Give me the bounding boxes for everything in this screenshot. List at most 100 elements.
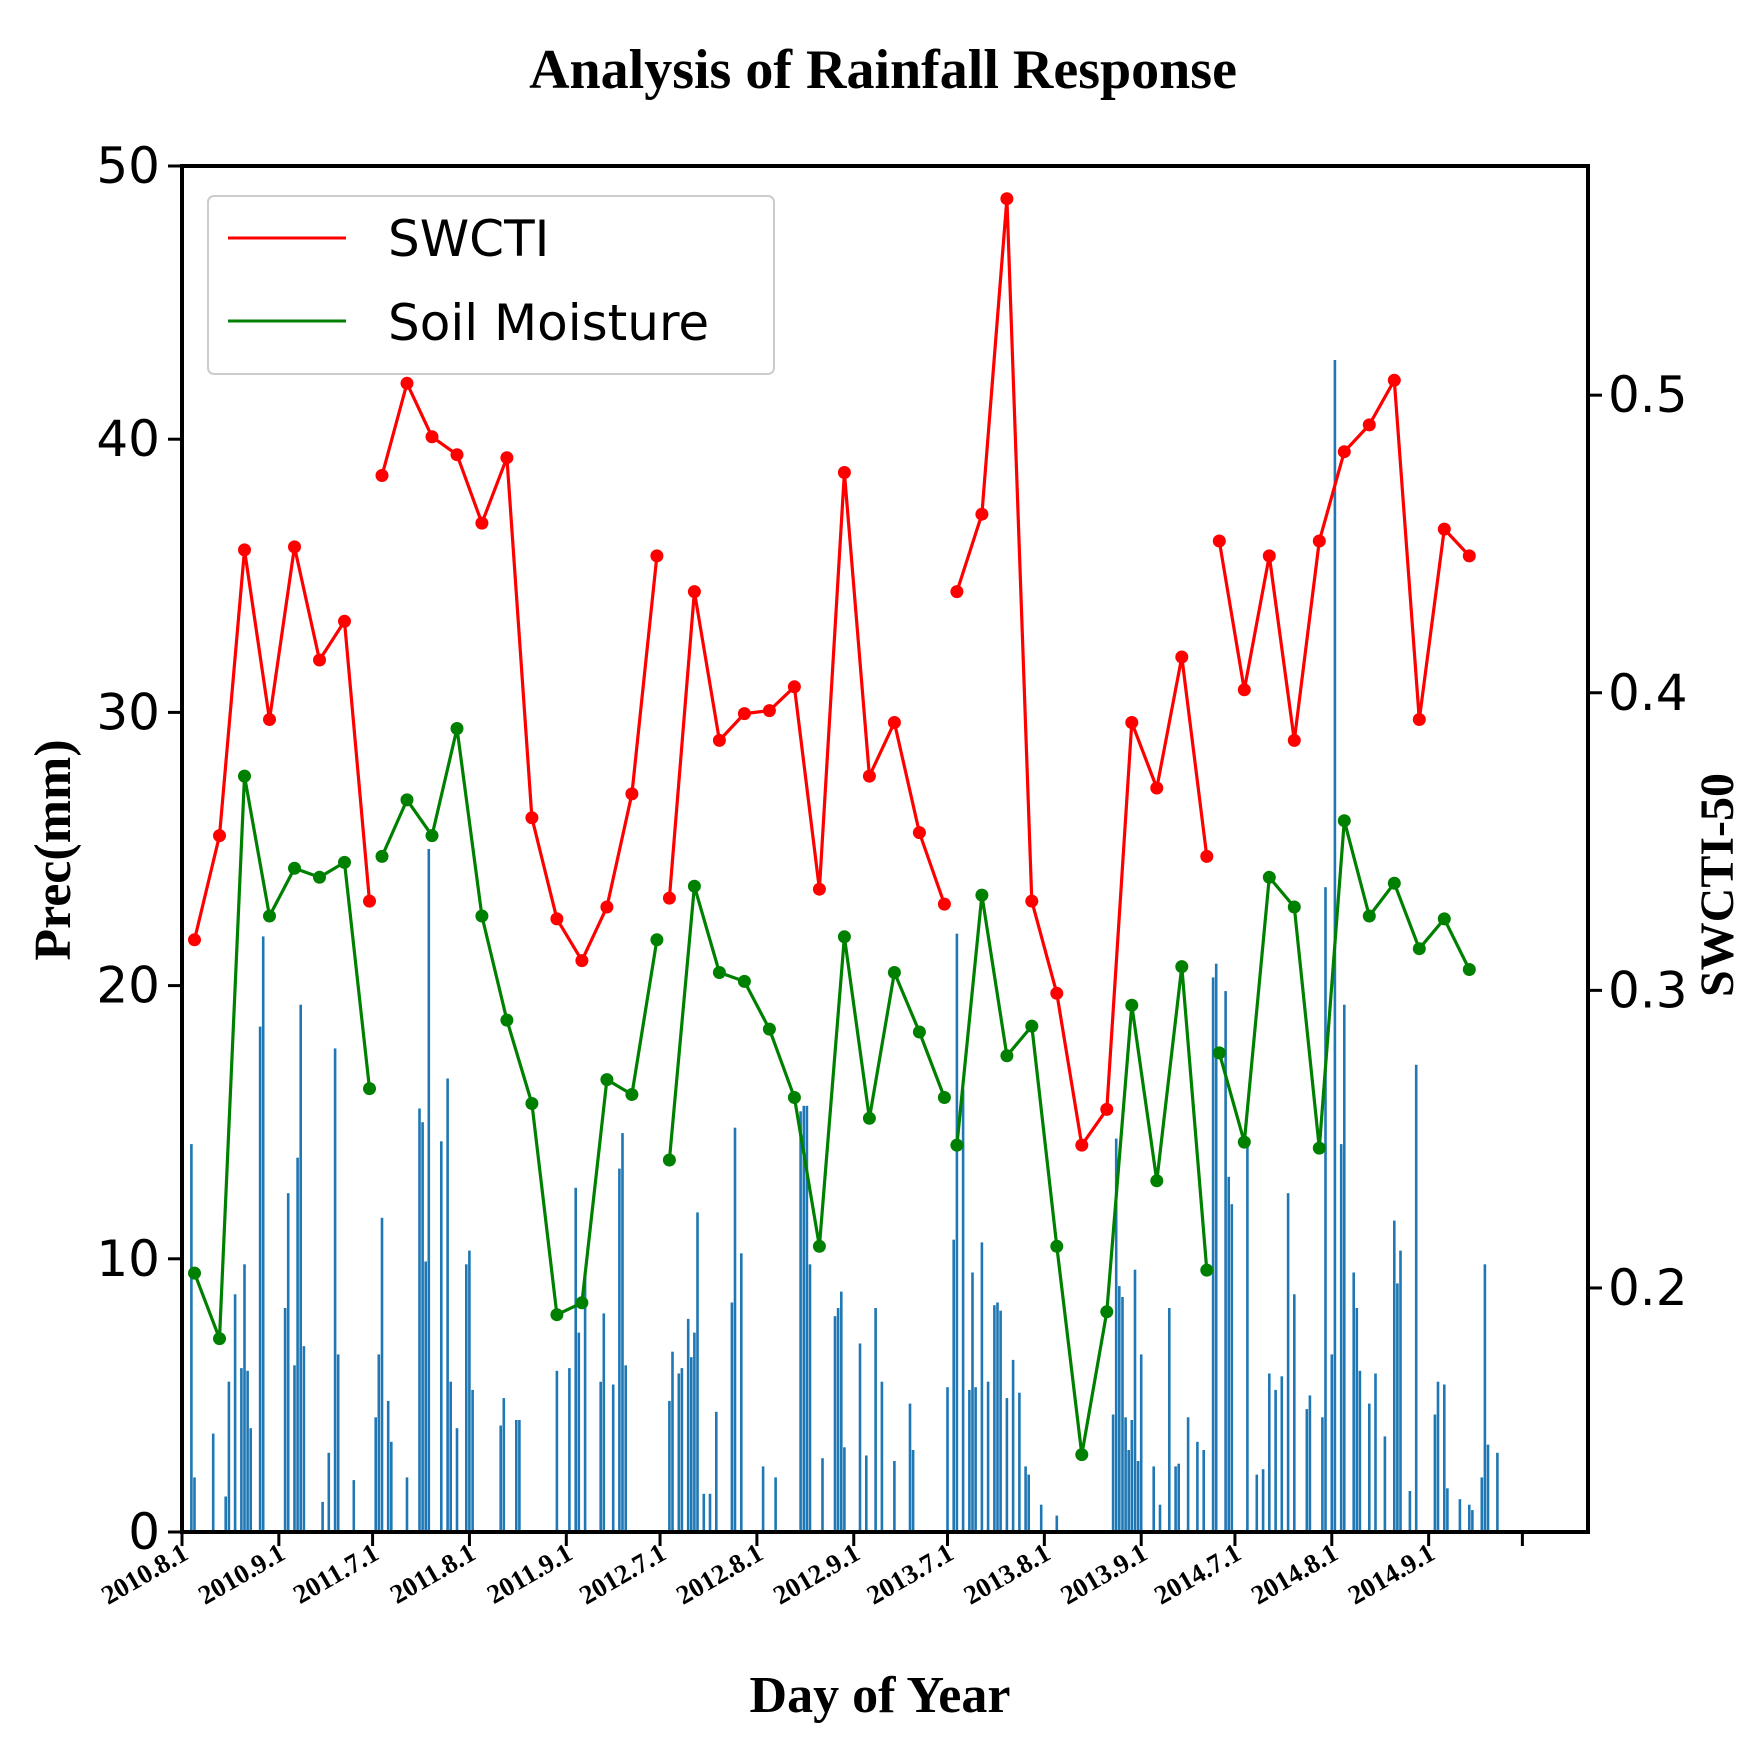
swcti-point <box>1125 716 1139 729</box>
swcti-point <box>1312 534 1326 548</box>
prec-bar <box>583 1272 587 1532</box>
prec-bar <box>733 1127 737 1532</box>
prec-bar <box>961 1089 965 1532</box>
prec-bar <box>1196 1441 1199 1532</box>
prec-bar <box>599 1381 602 1532</box>
right-tick-label: 0.2 <box>1608 1259 1688 1317</box>
swcti-line-segment-4 <box>955 197 1209 1147</box>
soil-point <box>1100 1305 1114 1319</box>
prec-bar <box>1127 1450 1130 1532</box>
prec-bar <box>611 1384 615 1532</box>
soil-point <box>550 1308 564 1322</box>
prec-bar <box>618 1168 621 1532</box>
prec-bar <box>449 1381 452 1532</box>
prec-bar <box>1274 1389 1277 1532</box>
prec-bar <box>980 1242 984 1532</box>
prec-bar <box>996 1302 999 1532</box>
prec-bar <box>1114 1138 1118 1532</box>
prec-bar <box>1305 1409 1309 1532</box>
x-tick-label: 2011.7.1 <box>288 1537 384 1609</box>
prec-bar <box>1286 1193 1290 1532</box>
prec-bar <box>465 1264 468 1532</box>
prec-bar <box>574 1187 577 1532</box>
soil-point <box>937 1091 951 1104</box>
swcti-point <box>1362 418 1376 432</box>
soil-point <box>912 1025 926 1039</box>
plot-frame <box>180 164 1590 1534</box>
prec-bar <box>911 1450 915 1532</box>
prec-bar <box>1136 1461 1140 1532</box>
prec-bar <box>1352 1272 1355 1532</box>
prec-bar <box>1118 1286 1121 1532</box>
prec-bar <box>1211 977 1215 1532</box>
prec-bar <box>321 1501 324 1532</box>
swcti-point <box>363 894 376 908</box>
prec-bar <box>1393 1220 1396 1532</box>
swcti-line-segment-2 <box>380 381 659 963</box>
prec-bar <box>858 1343 862 1532</box>
swcti-point <box>712 733 726 747</box>
swcti-point <box>1025 894 1039 908</box>
precipitation-bars <box>190 360 1499 1532</box>
left-tick-label: 40 <box>96 410 160 468</box>
swcti-point <box>188 933 201 947</box>
swcti-point <box>975 507 989 521</box>
prec-bar <box>621 1133 624 1532</box>
prec-bar <box>874 1308 877 1532</box>
prec-bar <box>296 1157 299 1532</box>
swcti-point <box>812 882 826 896</box>
prec-bar <box>424 1261 427 1532</box>
prec-bar <box>843 1447 846 1532</box>
prec-bar <box>680 1368 684 1532</box>
prec-bar <box>227 1381 231 1532</box>
prec-bar <box>577 1332 581 1532</box>
prec-bar <box>293 1365 296 1532</box>
right-tick-label: 0.5 <box>1608 366 1688 424</box>
swcti-point <box>1200 849 1214 863</box>
soil-point <box>1125 998 1139 1012</box>
soil-point <box>1412 942 1426 956</box>
swcti-point <box>762 704 776 718</box>
swcti-point <box>288 540 301 554</box>
prec-bar <box>1133 1269 1137 1532</box>
swcti-point <box>937 897 951 911</box>
left-axis: 0 10 20 30 40 50 <box>96 137 182 1561</box>
prec-bar <box>1227 1176 1230 1532</box>
prec-bar <box>1224 991 1227 1532</box>
prec-bar <box>1480 1477 1484 1532</box>
prec-bar <box>336 1354 340 1532</box>
prec-bar <box>224 1496 227 1532</box>
soil-point <box>1362 909 1376 923</box>
swcti-point <box>862 769 876 783</box>
soil-point <box>1387 876 1401 890</box>
x-axis-label: Day of Year <box>750 1667 1011 1724</box>
swcti-point <box>837 466 851 479</box>
soil-point <box>787 1091 801 1104</box>
prec-bar <box>468 1250 471 1532</box>
right-axis: 0.2 0.3 0.4 0.5 <box>1588 366 1688 1317</box>
prec-bar <box>1446 1488 1449 1532</box>
prec-bar <box>1458 1499 1462 1532</box>
prec-bar <box>418 1108 421 1532</box>
swcti-point <box>1262 549 1276 563</box>
swcti-point <box>1050 986 1064 1000</box>
prec-bar <box>1174 1466 1177 1532</box>
prec-bar <box>799 1111 802 1532</box>
prec-bar <box>1358 1370 1362 1532</box>
swcti-point <box>1412 713 1426 726</box>
prec-bar <box>1139 1354 1143 1532</box>
prec-bar <box>374 1417 377 1532</box>
left-tick-label: 0 <box>128 1503 160 1561</box>
prec-bar <box>502 1398 506 1532</box>
prec-bar <box>1246 1144 1249 1532</box>
prec-bar <box>730 1302 734 1532</box>
swcti-point <box>525 811 539 825</box>
swcti-point <box>600 900 614 914</box>
prec-bar <box>193 1477 196 1532</box>
soil-point <box>363 1082 376 1096</box>
swcti-point <box>400 376 414 390</box>
soil-point <box>213 1332 226 1346</box>
prec-bar <box>686 1318 690 1532</box>
right-tick-label: 0.3 <box>1608 961 1688 1019</box>
prec-bar <box>211 1433 215 1532</box>
